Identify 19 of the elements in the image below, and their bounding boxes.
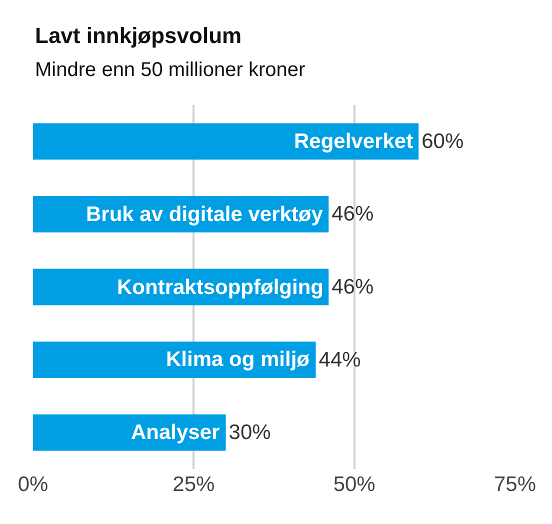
data-label: 46% bbox=[332, 276, 374, 298]
chart-title: Lavt innkjøpsvolum bbox=[35, 23, 242, 48]
bar bbox=[33, 342, 316, 378]
data-label: 44% bbox=[318, 348, 361, 372]
x-tick-label: 75% bbox=[494, 473, 536, 496]
x-tick-label: 50% bbox=[333, 473, 376, 496]
x-tick-label: 0% bbox=[18, 473, 48, 496]
y-tick-label: Bruk av digitale verktøy bbox=[86, 203, 324, 226]
y-tick-label: Regelverket bbox=[294, 130, 414, 153]
bar bbox=[33, 123, 419, 160]
data-label: 60% bbox=[422, 130, 464, 153]
data-label: 46% bbox=[332, 202, 374, 226]
y-tick-label: Klima og miljø bbox=[166, 348, 310, 371]
data-label: 30% bbox=[228, 421, 271, 444]
chart-subtitle: Mindre enn 50 millioner kroner bbox=[35, 59, 306, 81]
x-tick-label: 25% bbox=[172, 473, 215, 496]
y-tick-label: Kontraktsoppfølging bbox=[117, 276, 324, 299]
y-tick-label: Analyser bbox=[131, 421, 220, 444]
bar bbox=[33, 414, 226, 451]
